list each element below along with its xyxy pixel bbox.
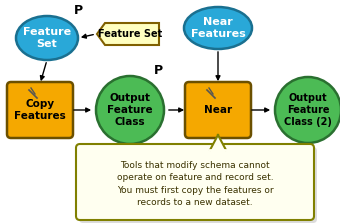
Text: Near
Features: Near Features (191, 17, 245, 39)
FancyBboxPatch shape (7, 82, 73, 138)
Ellipse shape (16, 16, 78, 60)
Text: Near: Near (204, 105, 232, 115)
Text: Copy
Features: Copy Features (14, 99, 66, 121)
Text: Tools that modify schema cannot
operate on feature and record set.
You must firs: Tools that modify schema cannot operate … (117, 161, 273, 207)
FancyBboxPatch shape (76, 144, 314, 220)
Text: Feature Set: Feature Set (98, 29, 162, 39)
Text: P: P (153, 64, 163, 76)
FancyBboxPatch shape (185, 82, 251, 138)
FancyBboxPatch shape (79, 147, 317, 223)
Polygon shape (210, 135, 226, 150)
Ellipse shape (96, 76, 164, 144)
Polygon shape (97, 23, 159, 45)
Ellipse shape (275, 77, 340, 143)
Text: Feature
Set: Feature Set (23, 27, 71, 49)
Text: P: P (73, 4, 83, 17)
Text: Output
Feature
Class: Output Feature Class (107, 93, 153, 127)
Ellipse shape (184, 7, 252, 49)
Text: Output
Feature
Class (2): Output Feature Class (2) (284, 93, 332, 127)
